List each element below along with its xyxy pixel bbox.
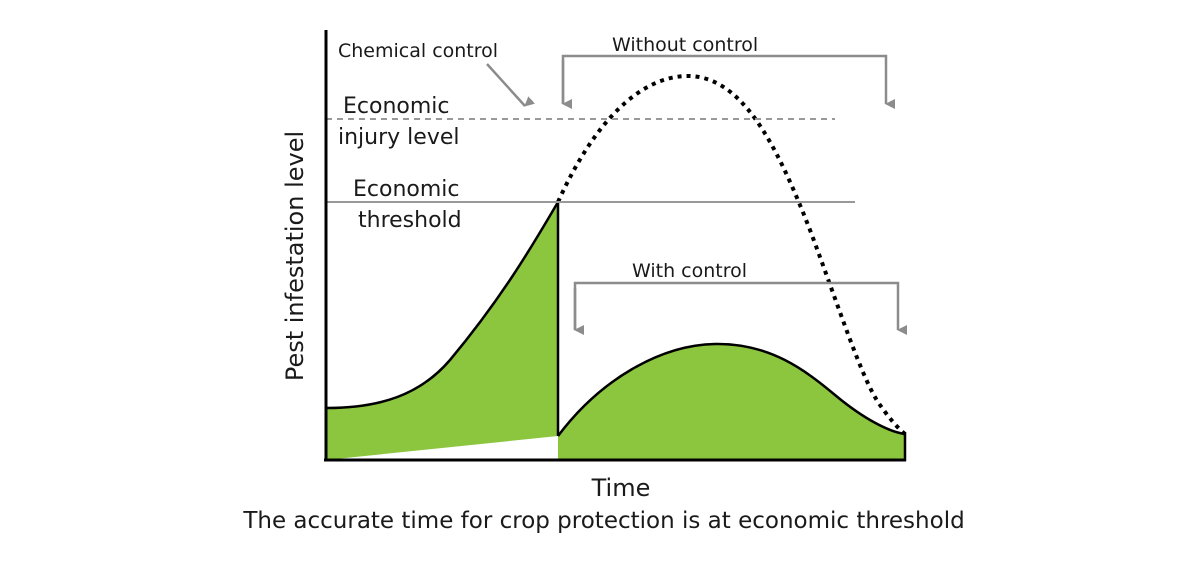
infestation-curve-before-control [325, 201, 560, 410]
y-axis-label: Pest infestation level [281, 131, 309, 381]
infestation-area-before-control [326, 202, 558, 460]
infestation-curve-without-control [556, 73, 907, 436]
infestation-area-with-control [558, 343, 905, 460]
diagram-caption: The accurate time for crop protection is… [242, 508, 964, 534]
with-control-bracket [573, 281, 907, 335]
economic-threshold-label-line2: threshold [358, 208, 462, 233]
infestation-curve-with-control [557, 342, 906, 437]
x-axis-label: Time [591, 474, 651, 502]
chemical-control-arrow [486, 63, 536, 107]
economic-injury-level-label-line2: injury level [338, 125, 459, 150]
without-control-label: Without control [612, 34, 758, 56]
economic-injury-level-label-line1: Economic [343, 94, 450, 119]
chemical-control-label: Chemical control [338, 40, 498, 62]
without-control-bracket [561, 54, 895, 109]
economic-threshold-label-line1: Economic [353, 177, 460, 202]
with-control-label: With control [632, 260, 747, 282]
